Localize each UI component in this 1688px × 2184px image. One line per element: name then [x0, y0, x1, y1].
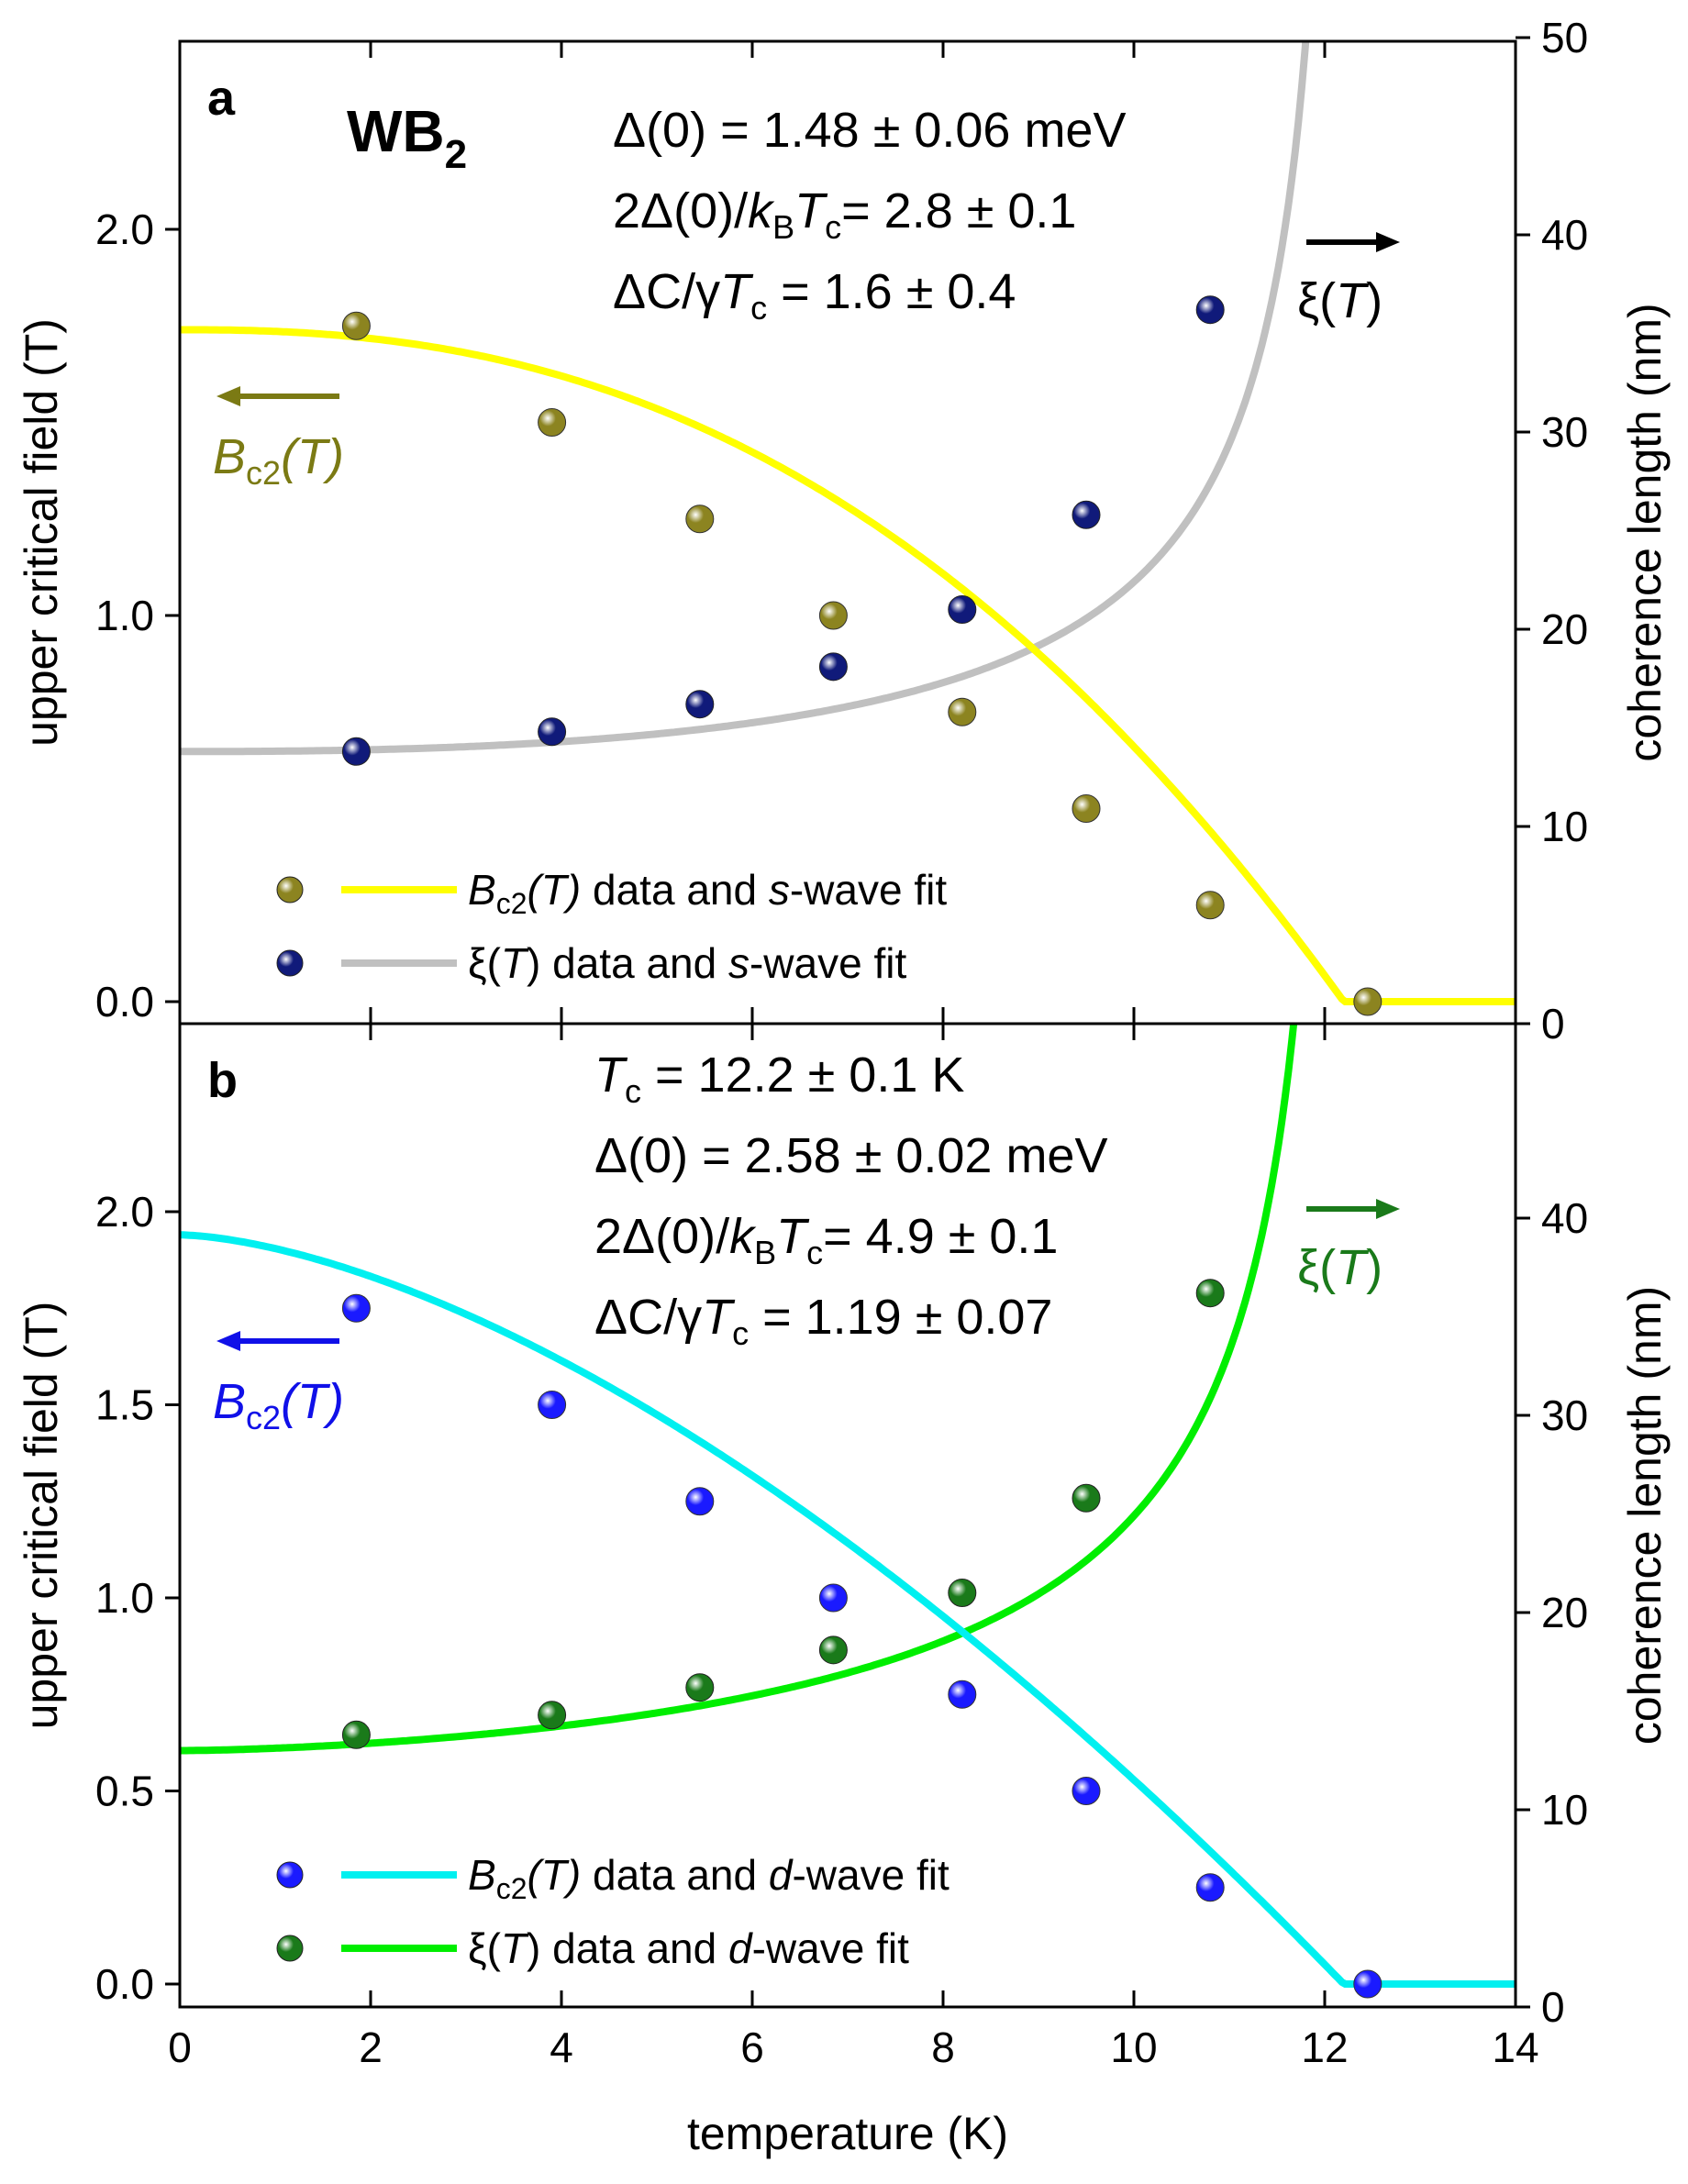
- annotation-text: ΔC/γTc = 1.6 ± 0.4: [613, 264, 1016, 327]
- xi-data-point: [341, 737, 371, 766]
- x-tick-label: 14: [1492, 2023, 1538, 2071]
- y-right-tick-label: 30: [1541, 1391, 1588, 1439]
- xi-data-point: [1072, 1483, 1101, 1513]
- y-right-tick-label: 10: [1541, 803, 1588, 850]
- annotation-text: ΔC/γTc = 1.19 ± 0.07: [594, 1290, 1052, 1352]
- xi-data-point: [685, 690, 715, 719]
- x-tick-label: 2: [359, 2023, 383, 2071]
- right-arrow-icon: [1376, 1199, 1400, 1219]
- legend-marker: [276, 1861, 304, 1889]
- xi-fit-curve: [180, 1024, 1298, 1755]
- x-tick-label: 8: [931, 2023, 955, 2071]
- xi-data-point: [341, 1720, 371, 1749]
- bc2-data-point: [538, 1391, 567, 1419]
- y-left-tick-label: 2.0: [95, 205, 154, 253]
- xi-fit-curve: [180, 41, 1310, 756]
- y-right-tick-label: 20: [1541, 1589, 1588, 1636]
- panel-label: b: [207, 1053, 238, 1108]
- arrow-left-label: Bc2(T): [213, 429, 344, 492]
- plot-frame: [178, 1022, 1517, 2009]
- xi-data-point: [1195, 1279, 1225, 1308]
- panel-label: a: [207, 71, 236, 126]
- legend-marker: [276, 876, 304, 904]
- y-left-tick-label: 0.5: [95, 1768, 154, 1815]
- bc2-data-point: [1195, 891, 1225, 920]
- y-right-tick-label: 20: [1541, 605, 1588, 653]
- y-left-tick-label: 1.0: [95, 592, 154, 639]
- legend-marker: [276, 949, 304, 977]
- arrow-left-label: Bc2(T): [213, 1374, 344, 1436]
- bc2-data-point: [1353, 987, 1383, 1016]
- xi-data-point: [818, 1635, 848, 1665]
- annotation-text: Tc = 12.2 ± 0.1 K: [594, 1048, 964, 1110]
- xi-data-point: [538, 717, 567, 747]
- y-left-axis-label: upper critical field (T): [16, 318, 67, 747]
- xi-data-point: [685, 1673, 715, 1702]
- x-axis-label: temperature (K): [687, 2108, 1008, 2159]
- y-left-tick-label: 0.0: [95, 978, 154, 1025]
- panel-b: 0 2 4 6 8 10 12 14 temperature (K) 0.0 0.5 1.0 1.5 2.…: [16, 1022, 1671, 2159]
- panel-a: 0.0 1.0 2.0 0 10 20 30 40 50 upper critical field…: [16, 14, 1671, 1048]
- xi-data-point: [1072, 500, 1101, 529]
- bc2-data-point: [818, 1583, 848, 1613]
- y-right-tick-label: 40: [1541, 211, 1588, 259]
- left-arrow-icon: [217, 386, 240, 406]
- right-arrow-icon: [1376, 232, 1400, 252]
- annotation-text: Δ(0) = 1.48 ± 0.06 meV: [613, 103, 1127, 158]
- bc2-data-point: [685, 1487, 715, 1516]
- bc2-data-point: [1072, 1777, 1101, 1805]
- annotation-text: Δ(0) = 2.58 ± 0.02 meV: [594, 1128, 1108, 1183]
- y-left-axis-label: upper critical field (T): [16, 1302, 67, 1730]
- left-arrow-icon: [217, 1331, 240, 1351]
- y-left-tick-label: 2.0: [95, 1188, 154, 1236]
- arrow-right-label: ξ(T): [1297, 1240, 1383, 1295]
- y-right-axis-label: coherence length (nm): [1619, 1286, 1671, 1745]
- y-right-tick-label: 30: [1541, 408, 1588, 456]
- legend-label: Bc2(T) data and d-wave fit: [468, 1851, 950, 1905]
- bc2-data-point: [1072, 794, 1101, 823]
- y-right-tick-label: 10: [1541, 1786, 1588, 1834]
- x-tick-label: 4: [550, 2023, 573, 2071]
- bc2-data-point: [948, 1680, 977, 1709]
- arrow-right-label: ξ(T): [1297, 273, 1383, 328]
- legend-label: ξ(T) data and d-wave fit: [468, 1924, 909, 1972]
- x-tick-label: 6: [740, 2023, 764, 2071]
- annotation-text: 2Δ(0)/kBTc= 2.8 ± 0.1: [613, 183, 1076, 246]
- y-left-tick-label: 1.5: [95, 1381, 154, 1429]
- bc2-fit-curve: [180, 326, 1516, 1005]
- xi-data-point: [818, 652, 848, 682]
- y-right-tick-label: 50: [1541, 14, 1588, 61]
- y-right-axis-label: coherence length (nm): [1619, 303, 1671, 761]
- xi-data-point: [948, 595, 977, 624]
- legend-label: ξ(T) data and s-wave fit: [468, 939, 906, 987]
- y-right-tick-label: 0: [1541, 1000, 1565, 1048]
- legend-marker: [276, 1935, 304, 1962]
- bc2-data-point: [685, 504, 715, 534]
- bc2-data-point: [341, 1293, 371, 1323]
- bc2-data-point: [538, 408, 567, 437]
- annotation-text: 2Δ(0)/kBTc= 4.9 ± 0.1: [594, 1209, 1058, 1271]
- legend-label: Bc2(T) data and s-wave fit: [468, 866, 947, 920]
- y-left-tick-label: 1.0: [95, 1574, 154, 1622]
- bc2-data-point: [341, 311, 371, 340]
- bc2-data-point: [1353, 1969, 1383, 1999]
- bc2-data-point: [948, 697, 977, 726]
- y-right-tick-label: 0: [1541, 1983, 1565, 2031]
- x-tick-label: 0: [168, 2023, 192, 2071]
- y-right-tick-label: 40: [1541, 1194, 1588, 1242]
- x-tick-label: 10: [1110, 2023, 1157, 2071]
- xi-data-point: [1195, 295, 1225, 325]
- material-label: WB2: [347, 98, 467, 177]
- x-tick-label: 12: [1301, 2023, 1348, 2071]
- xi-data-point: [538, 1701, 567, 1730]
- xi-data-point: [948, 1579, 977, 1607]
- bc2-data-point: [818, 601, 848, 630]
- bc2-data-point: [1195, 1873, 1225, 1902]
- y-left-tick-label: 0.0: [95, 1960, 154, 2008]
- bc2-fit-curve: [180, 1231, 1516, 1988]
